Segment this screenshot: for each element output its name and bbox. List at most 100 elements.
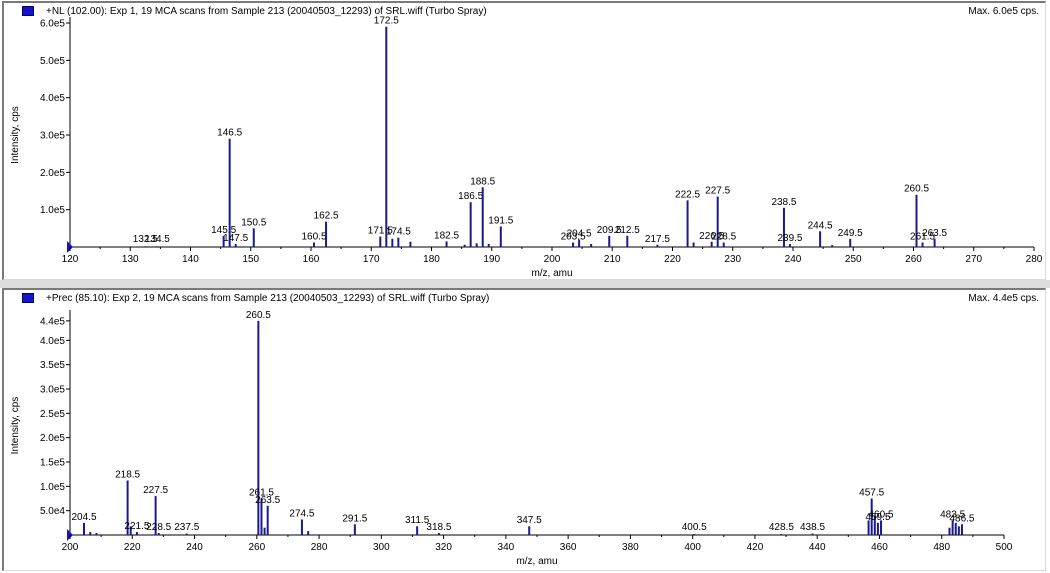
peak-label: 347.5: [517, 515, 542, 526]
spectrum-panel-bottom: +Prec (85.10): Exp 2, 19 MCA scans from …: [2, 288, 1046, 571]
x-tick-label: 180: [423, 254, 440, 265]
peak-label: 226.5: [699, 231, 724, 242]
y-axis-label: Intensity, cps: [10, 106, 21, 164]
x-tick-label: 210: [604, 254, 621, 265]
y-tick-label: 4.0e5: [40, 336, 65, 347]
nl-spectrum-chart[interactable]: 120 130 140 150 160 170 180 190 200 210 220 230 240 2…: [4, 3, 1048, 282]
x-tick-label: 400: [684, 542, 701, 553]
panel-title: +Prec (85.10): Exp 2, 19 MCA scans from …: [46, 293, 490, 304]
y-tick-label: 6.0e5: [40, 19, 65, 30]
peak-label: 263.5: [255, 495, 280, 506]
y-axis-label: Intensity, cps: [10, 397, 21, 455]
x-tick-label: 190: [483, 254, 500, 265]
peak-label: 171.5: [368, 226, 393, 237]
y-tick-label: 3.0e5: [40, 131, 65, 142]
panel-title: +NL (102.00): Exp 1, 19 MCA scans from S…: [46, 6, 487, 17]
x-tick-label: 440: [809, 542, 826, 553]
panel-max-label: Max. 6.0e5 cps.: [968, 6, 1039, 17]
peak-label: 238.5: [771, 197, 796, 208]
peak-label: 209.5: [597, 225, 622, 236]
x-tick-label: 220: [664, 254, 681, 265]
peak-label: 260.5: [904, 184, 929, 195]
peak-label: 147.5: [223, 233, 248, 244]
x-tick-label: 420: [747, 542, 764, 553]
x-tick-label: 230: [724, 254, 741, 265]
y-tick-label: 3.5e5: [40, 360, 65, 371]
peak-label: 218.5: [115, 469, 140, 480]
panel-square-icon[interactable]: [22, 6, 34, 16]
peak-label: 227.5: [705, 186, 730, 197]
peak-label: 134.5: [145, 234, 170, 245]
x-tick-label: 250: [845, 254, 862, 265]
spectrum-panel-top: +NL (102.00): Exp 1, 19 MCA scans from S…: [2, 1, 1046, 280]
y-tick-label: 4.4e5: [40, 316, 65, 327]
x-tick-label: 480: [933, 542, 950, 553]
peak-label: 438.5: [800, 522, 825, 533]
x-tick-label: 200: [62, 542, 79, 553]
peak-label: 203.5: [561, 232, 586, 243]
peak-label: 182.5: [434, 230, 459, 241]
x-tick-label: 260: [905, 254, 922, 265]
x-tick-label: 160: [303, 254, 320, 265]
peak-label: 260.5: [246, 310, 271, 321]
x-tick-label: 220: [124, 542, 141, 553]
peak-label: 457.5: [859, 488, 884, 499]
peak-label: 212.5: [615, 225, 640, 236]
prec-spectrum-chart[interactable]: 200 220 240 260 280 300 320 340 360 380 400 420 440 4…: [4, 290, 1048, 573]
peak-label: 460.5: [869, 509, 894, 520]
x-tick-label: 130: [122, 254, 139, 265]
peak-label: 172.5: [374, 16, 399, 27]
peak-label: 217.5: [645, 234, 670, 245]
peak-label: 222.5: [675, 189, 700, 200]
y-tick-label: 4.0e5: [40, 93, 65, 104]
x-tick-label: 360: [560, 542, 577, 553]
peak-label: 261.5: [249, 488, 274, 499]
y-tick-label: 2.5e5: [40, 409, 65, 420]
panel-divider[interactable]: [0, 280, 1050, 288]
peak-label: 228.5: [711, 232, 736, 243]
panel-max-label: Max. 4.4e5 cps.: [968, 293, 1039, 304]
peak-label: 132.5: [133, 234, 158, 245]
x-tick-label: 140: [182, 254, 199, 265]
y-tick-label: 1.5e5: [40, 458, 65, 469]
peak-label: 249.5: [838, 228, 863, 239]
x-tick-label: 340: [498, 542, 515, 553]
y-tick-label: 2.0e5: [40, 168, 65, 179]
peak-label: 244.5: [808, 220, 833, 231]
peak-label: 221.5: [124, 521, 149, 532]
peak-label: 188.5: [470, 176, 495, 187]
x-tick-label: 270: [965, 254, 982, 265]
x-tick-label: 280: [311, 542, 328, 553]
y-tick-label: 3.0e5: [40, 385, 65, 396]
x-tick-label: 120: [62, 254, 79, 265]
panel-square-icon[interactable]: [22, 293, 34, 303]
peak-label: 160.5: [301, 232, 326, 243]
x-axis-label: m/z, amu: [531, 268, 572, 279]
peak-label: 204.5: [71, 512, 96, 523]
peak-label: 146.5: [217, 128, 242, 139]
x-tick-label: 320: [435, 542, 452, 553]
y-tick-label: 1.0e5: [40, 205, 65, 216]
x-tick-label: 380: [622, 542, 639, 553]
peak-label: 150.5: [241, 217, 266, 228]
x-tick-label: 170: [363, 254, 380, 265]
peak-label: 186.5: [458, 191, 483, 202]
x-tick-label: 240: [186, 542, 203, 553]
peak-label: 291.5: [342, 513, 367, 524]
peak-label: 261.5: [910, 232, 935, 243]
x-tick-label: 300: [373, 542, 390, 553]
peak-label: 227.5: [143, 485, 168, 496]
peak-label: 311.5: [405, 515, 430, 526]
x-tick-label: 240: [785, 254, 802, 265]
peak-label: 483.5: [940, 509, 965, 520]
peak-label: 204.5: [567, 229, 592, 240]
x-tick-label: 280: [1026, 254, 1043, 265]
y-tick-label: 1.0e5: [40, 482, 65, 493]
peak-label: 162.5: [314, 211, 339, 222]
peak-label: 459.5: [865, 512, 890, 523]
y-tick-label: 2.0e5: [40, 433, 65, 444]
peak-label: 263.5: [922, 228, 947, 239]
peak-label: 274.5: [289, 508, 314, 519]
peak-label: 486.5: [949, 513, 974, 524]
peak-label: 191.5: [488, 215, 513, 226]
